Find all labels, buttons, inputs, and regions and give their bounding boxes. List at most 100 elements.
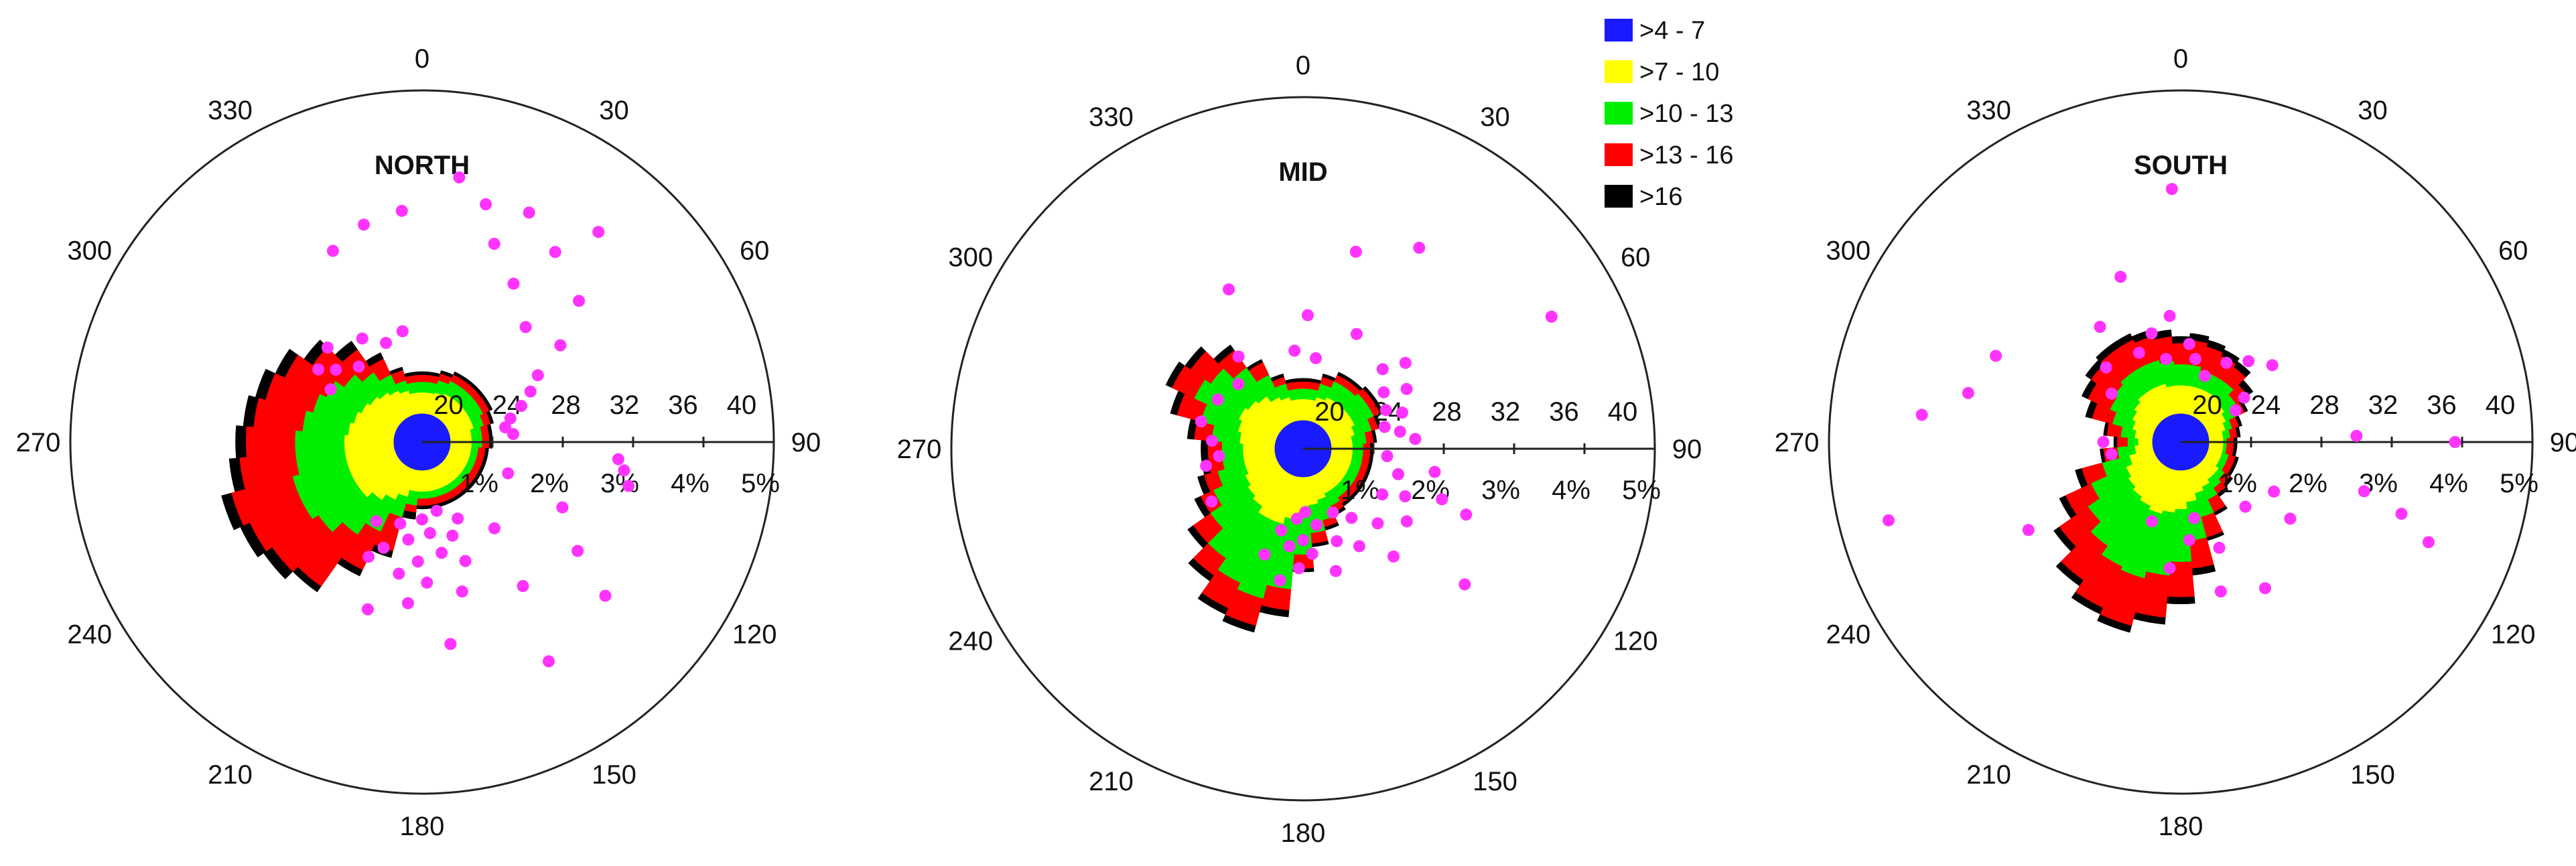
direction-label-60: 60 (1621, 243, 1651, 273)
event-point (1213, 450, 1225, 462)
legend-swatch (1605, 185, 1633, 208)
event-point (1327, 506, 1339, 519)
legend-label: >10 - 13 (1639, 100, 1734, 128)
event-point (515, 400, 527, 413)
event-point (356, 332, 368, 345)
direction-label-240: 240 (1826, 620, 1871, 650)
event-point (2422, 536, 2435, 549)
event-point (499, 421, 512, 434)
event-point (2105, 387, 2118, 400)
event-point (452, 512, 464, 525)
event-point (1376, 363, 1389, 376)
event-point (556, 501, 569, 514)
direction-label-60: 60 (740, 236, 770, 266)
event-point (2242, 355, 2255, 368)
direction-label-150: 150 (1473, 767, 1517, 796)
radial-tick-label: 5% (1622, 476, 1661, 505)
event-point (2259, 582, 2271, 595)
legend-swatch (1605, 102, 1633, 125)
wind-rose-panels: 1% 2% 3% 4% 5% 20 24 28 32 36 40 0 30 60 90 120 150 180 21… (16, 44, 2576, 848)
inner-scale-label: 28 (2309, 390, 2340, 420)
event-point (2188, 512, 2201, 524)
event-point (502, 467, 515, 480)
event-point (1274, 574, 1286, 587)
event-point (411, 555, 424, 568)
event-point (2114, 271, 2127, 283)
event-point (1290, 512, 1303, 525)
event-point (1377, 386, 1390, 399)
event-point (2094, 321, 2106, 333)
event-point (2220, 356, 2233, 369)
event-point (1299, 506, 1312, 518)
event-point (2100, 361, 2112, 374)
event-point (1428, 465, 1441, 478)
event-points (1882, 183, 2461, 598)
event-point (395, 204, 408, 217)
radial-tick-label: 4% (1552, 476, 1590, 505)
inner-scale-label: 24 (2251, 390, 2281, 420)
event-point (573, 295, 586, 307)
event-point (2358, 485, 2370, 498)
panel-north: 1% 2% 3% 4% 5%20 24 28 32 36 40030609012015018021… (16, 44, 821, 841)
event-point (1232, 350, 1245, 363)
direction-label-300: 300 (948, 243, 993, 273)
event-point (2163, 562, 2176, 575)
event-point (446, 529, 459, 542)
event-point (326, 244, 339, 257)
inner-scale-label: 28 (1432, 397, 1462, 427)
event-point (571, 545, 584, 557)
sector-350-class-1 (2173, 413, 2181, 443)
event-point (380, 337, 393, 349)
direction-label-180: 180 (2159, 812, 2204, 841)
event-point (2132, 346, 2145, 359)
event-point (2183, 338, 2195, 350)
radial-tick-label: 2% (2289, 469, 2327, 498)
inner-scale-label: 32 (1491, 397, 1521, 427)
panel-title: SOUTH (2134, 151, 2228, 180)
event-point (1379, 404, 1392, 417)
sector-270-class-2 (344, 435, 423, 449)
event-point (370, 515, 383, 528)
event-point (2022, 524, 2035, 536)
direction-label-270: 270 (897, 435, 942, 464)
event-point (2238, 391, 2250, 404)
inner-scale-label: 40 (1608, 397, 1638, 427)
legend-swatch (1605, 143, 1633, 166)
event-point (543, 655, 555, 668)
inner-scale-label: 36 (1549, 397, 1579, 427)
direction-label-60: 60 (2498, 236, 2528, 266)
direction-label-300: 300 (67, 236, 112, 266)
event-point (1409, 433, 1422, 445)
event-point (1329, 565, 1342, 577)
event-point (430, 504, 443, 517)
direction-label-240: 240 (67, 620, 112, 650)
event-point (1232, 378, 1245, 390)
event-point (554, 339, 567, 352)
inner-scale-label: 28 (551, 390, 581, 420)
event-point (2145, 515, 2158, 528)
radial-tick-label: 1% (460, 469, 498, 498)
direction-label-180: 180 (400, 812, 445, 841)
event-points (1195, 241, 1558, 591)
event-point (2268, 485, 2281, 498)
radial-tick-label: 3% (1481, 476, 1520, 505)
event-point (1310, 352, 1322, 364)
event-point (1962, 386, 1974, 399)
panel-title: MID (1278, 157, 1327, 187)
direction-label-300: 300 (1826, 236, 1871, 266)
radial-tick-label: 5% (741, 469, 780, 498)
direction-label-240: 240 (948, 627, 993, 656)
event-point (531, 369, 544, 382)
event-point (2145, 327, 2158, 340)
event-point (1399, 356, 1412, 369)
event-point (1195, 415, 1207, 428)
sectors (2053, 330, 2254, 633)
legend-label: >7 - 10 (1639, 58, 1719, 86)
event-point (1400, 515, 1413, 528)
event-point (1200, 459, 1213, 472)
inner-scale-label: 40 (2486, 390, 2516, 420)
event-point (2163, 309, 2176, 322)
event-point (435, 547, 448, 559)
event-point (1283, 540, 1296, 553)
